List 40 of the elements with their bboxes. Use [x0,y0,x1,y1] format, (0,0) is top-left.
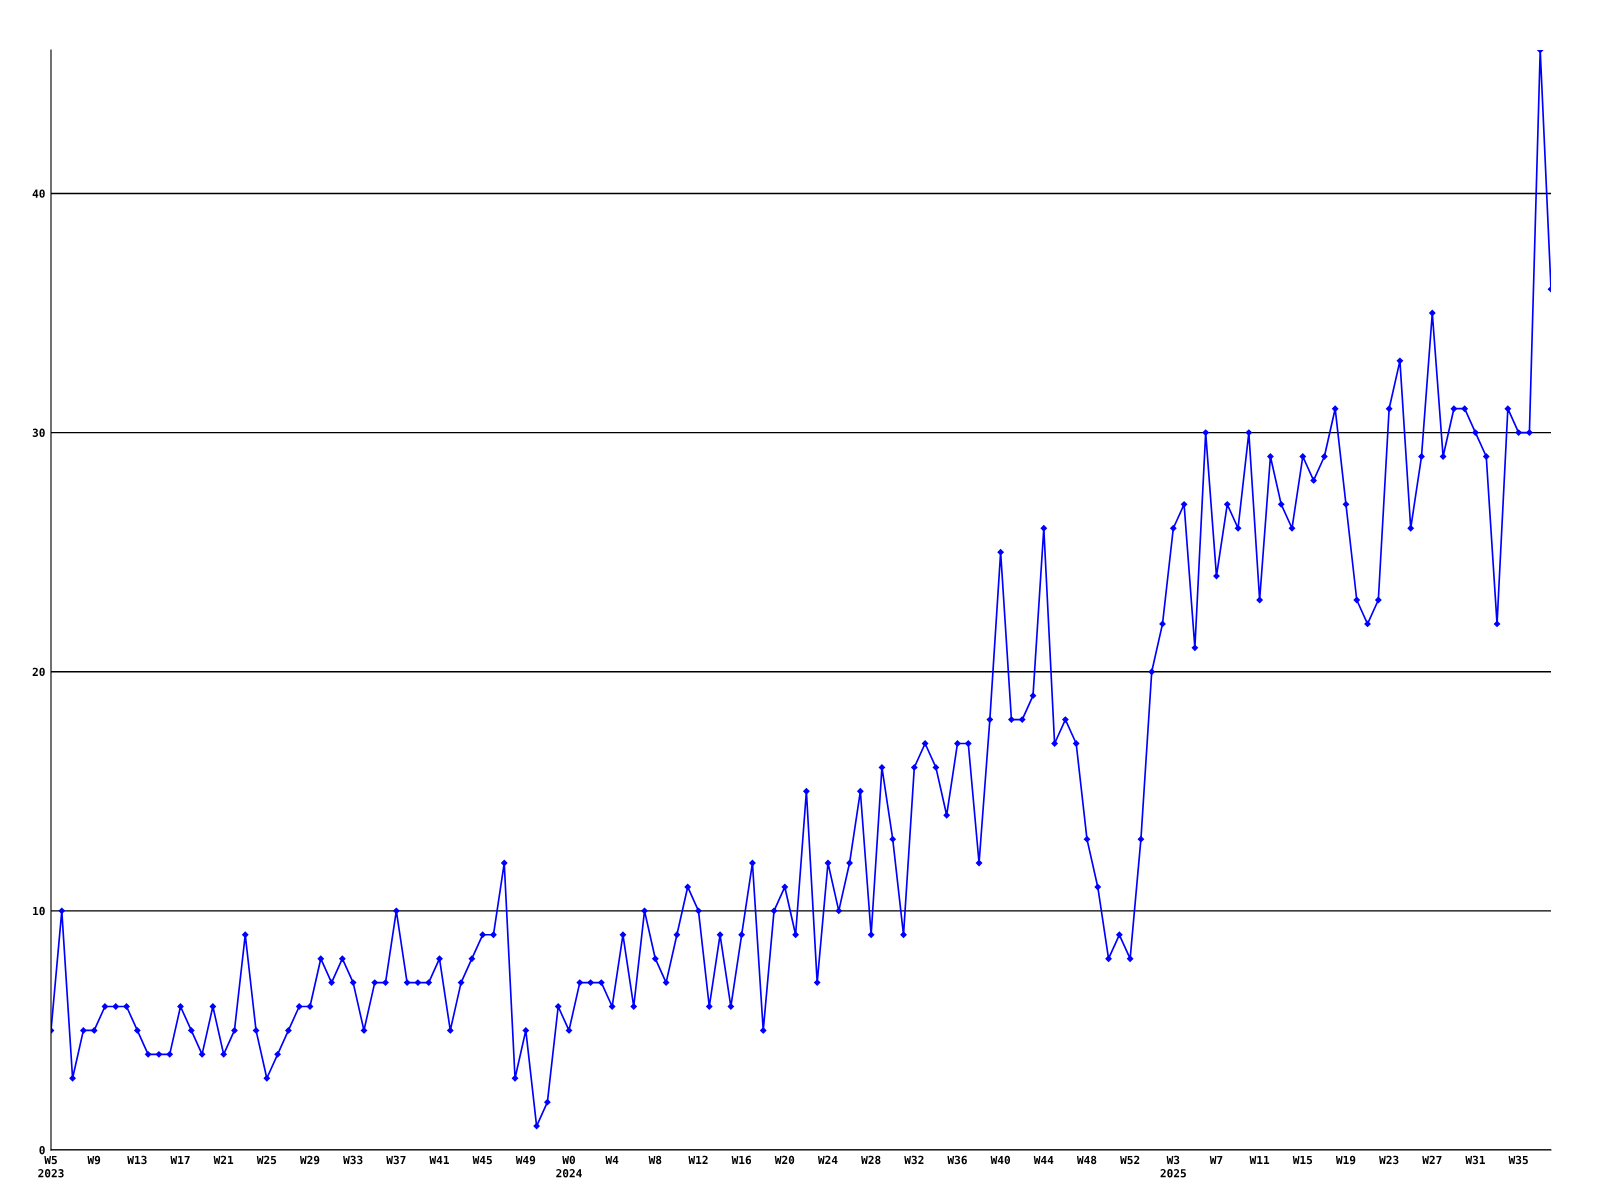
x-tick-label: W19 [1335,1155,1356,1165]
x-tick-label: W37 [386,1155,406,1165]
x-tick-label: W25 [256,1155,277,1165]
x-tick-label: W44 [1033,1155,1054,1164]
x-tick-label: W17 [170,1155,190,1164]
x-tick-label: W36 [947,1155,967,1165]
y-tick-label: 10 [33,906,45,916]
x-tick-label: W45 [472,1155,492,1165]
x-tick-label: W21 [213,1155,234,1164]
x-tick-label: W48 [1076,1155,1097,1165]
x-tick-label: W4 [605,1155,619,1164]
x-tick-label: W40 [990,1155,1011,1165]
x-tick-label: W12 [688,1155,708,1164]
x-tick-label: W8 [648,1155,662,1165]
x-tick-label: W23 [1379,1155,1399,1165]
x-tick-label: W49 [515,1155,536,1165]
x-tick-label: W41 [429,1155,449,1164]
x-tick-label: W29 [299,1155,320,1165]
y-tick-label: 30 [32,428,45,437]
x-tick-label: W15 [1292,1155,1313,1165]
x-tick-label: W7 [1209,1155,1223,1164]
x-tick-label: W24 [817,1155,838,1164]
x-tick-label: W13 [127,1155,147,1165]
x-tick-label: W0 2024 [556,1155,582,1178]
x-tick-label: W28 [861,1155,881,1165]
x-tick-label: W32 [904,1155,924,1165]
x-tick-label: W20 [774,1155,795,1165]
x-tick-label: W3 2025 [1160,1155,1186,1178]
y-tick-label: 20 [32,667,45,677]
x-tick-label: W16 [731,1155,752,1165]
y-tick-label: 0 [39,1145,45,1155]
x-tick-label: W52 [1120,1155,1140,1165]
x-tick-label: W27 [1422,1155,1442,1164]
x-tick-label: W33 [343,1155,363,1165]
x-tick-label: W5 2023 [38,1155,64,1178]
x-tick-label: W35 [1508,1155,1528,1165]
x-tick-label: W11 [1249,1155,1270,1164]
y-tick-label: 40 [32,189,45,198]
x-tick-label: W9 [87,1155,101,1165]
x-tick-label: W31 [1465,1155,1485,1165]
